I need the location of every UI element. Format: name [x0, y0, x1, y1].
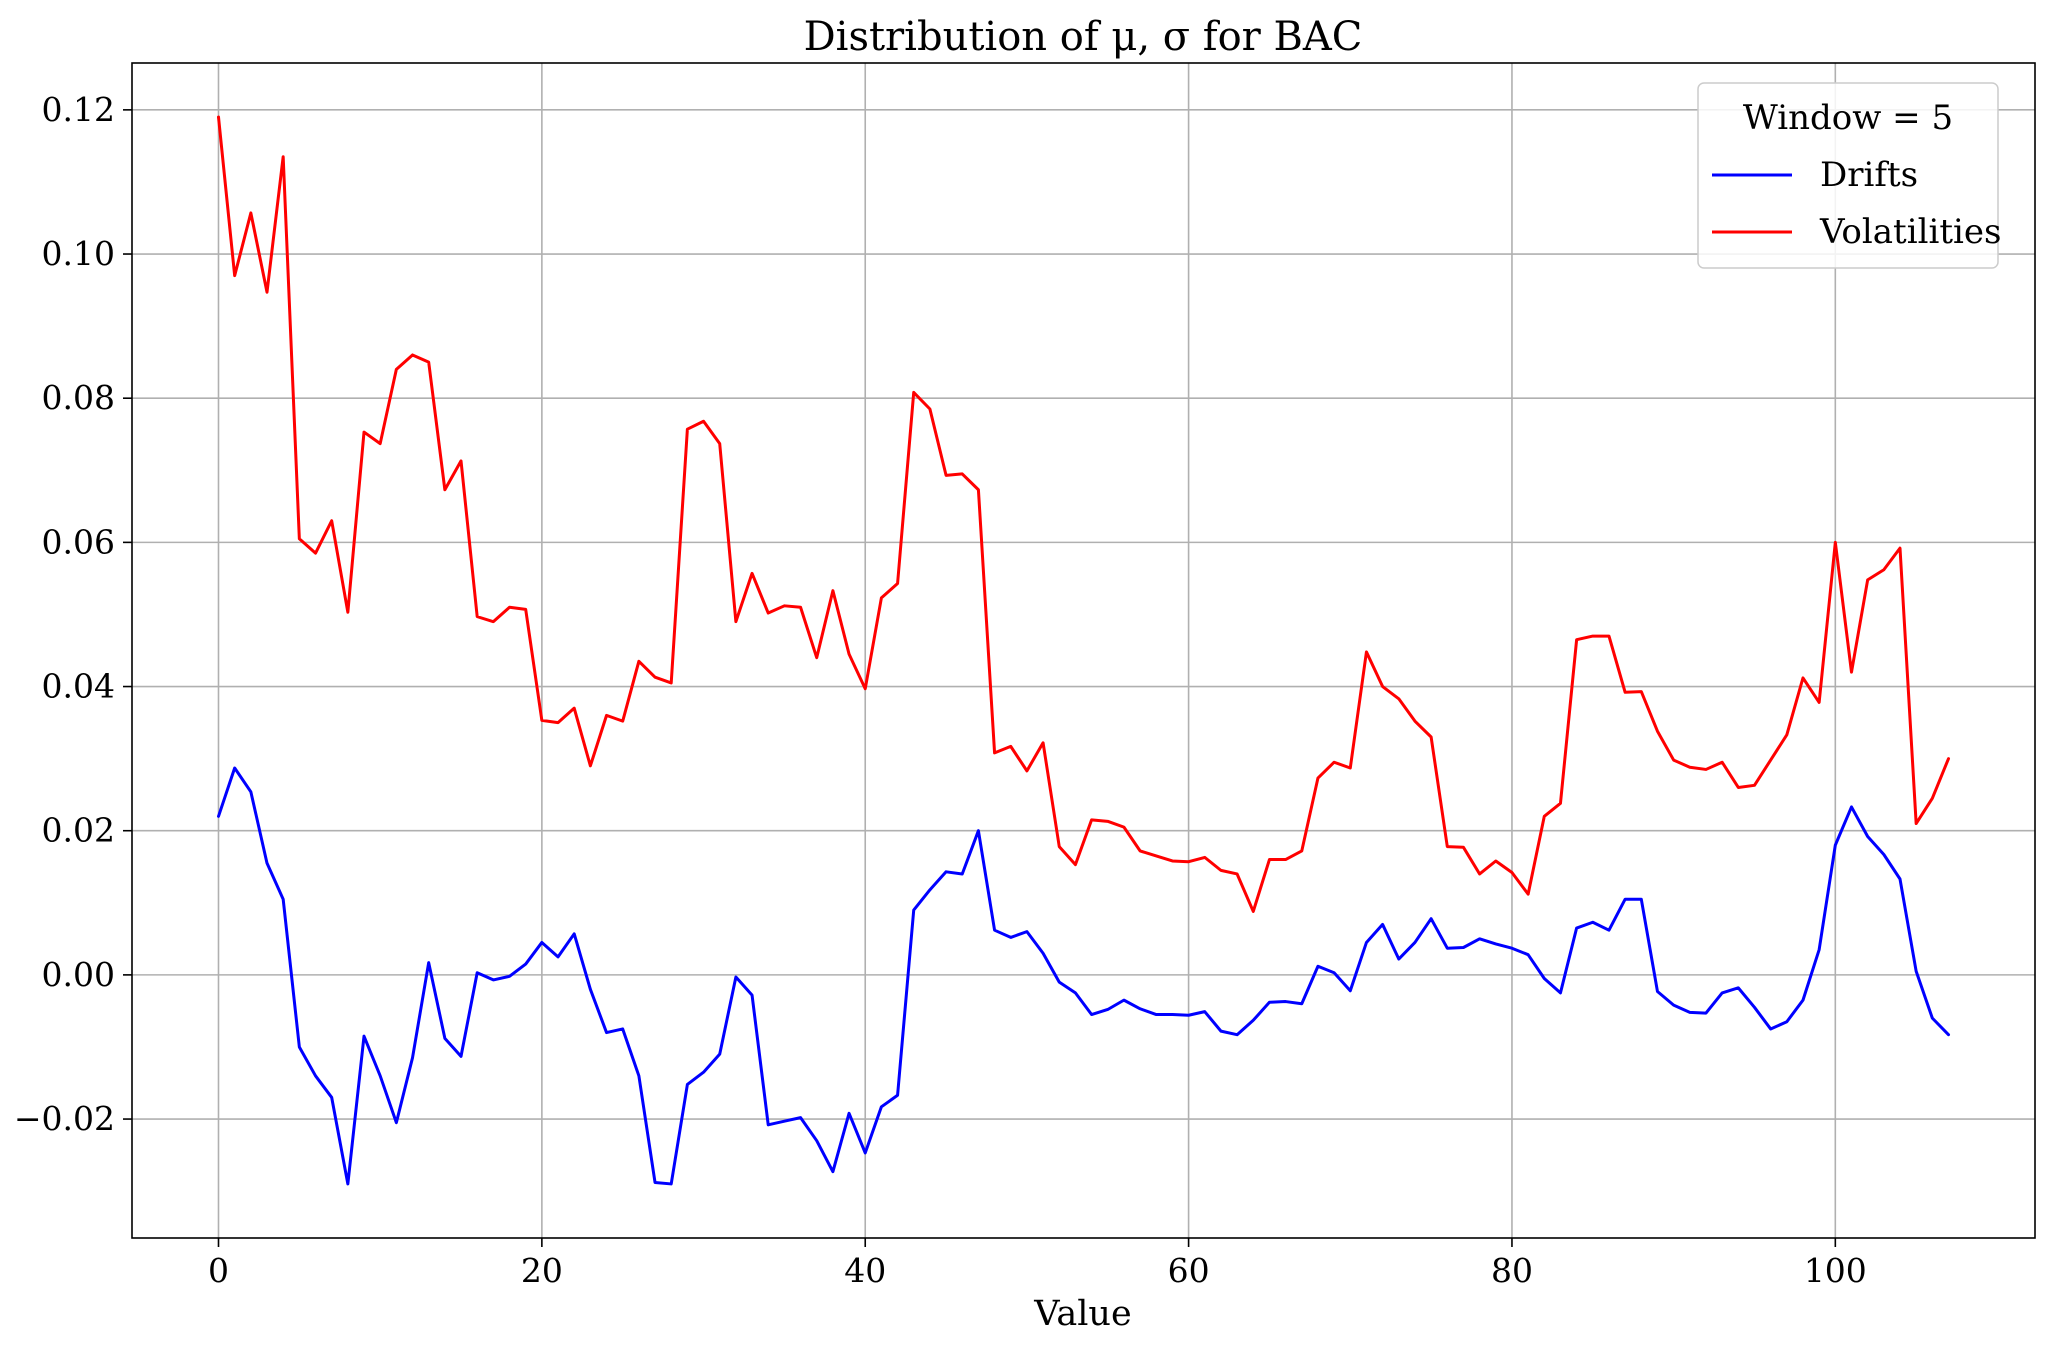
x-axis-label: Value [1033, 1294, 1131, 1334]
y-tick-label: 0.10 [42, 234, 115, 273]
y-tick-label: −0.02 [14, 1099, 115, 1138]
legend: Window = 5 Drifts Volatilities [1697, 82, 2001, 269]
y-tick-label: 0.04 [42, 667, 115, 706]
x-tick-label: 20 [521, 1251, 563, 1290]
x-tick-label: 60 [1168, 1251, 1210, 1290]
x-tick-label: 80 [1491, 1251, 1533, 1290]
y-tick-label: 0.08 [42, 378, 115, 417]
legend-entry-drifts: Drifts [1820, 155, 1918, 195]
x-tick-label: 0 [208, 1251, 229, 1290]
y-tick-label: 0.02 [42, 811, 115, 850]
x-tick-label: 40 [844, 1251, 886, 1290]
series-line-volatilities [217, 115, 1950, 913]
x-tick-label: 100 [1804, 1251, 1867, 1290]
legend-title: Window = 5 [1743, 98, 1953, 138]
axis-ticks: 0 20 40 60 80 100 −0.02 0.00 0.02 0.04 0.06 0.08 0.1… [14, 90, 1867, 1290]
chart-title: Distribution of μ, σ for BAC [804, 14, 1363, 60]
grid [132, 63, 2035, 1238]
plot-lines [217, 115, 1950, 1186]
legend-box [1697, 82, 1999, 269]
y-tick-label: 0.12 [42, 90, 115, 129]
y-tick-label: 0.00 [42, 955, 115, 994]
legend-entry-volatilities: Volatilities [1819, 212, 2001, 252]
series-line-drifts [217, 766, 1950, 1186]
y-tick-label: 0.06 [42, 522, 115, 561]
plot-area-frame [131, 62, 2036, 1239]
